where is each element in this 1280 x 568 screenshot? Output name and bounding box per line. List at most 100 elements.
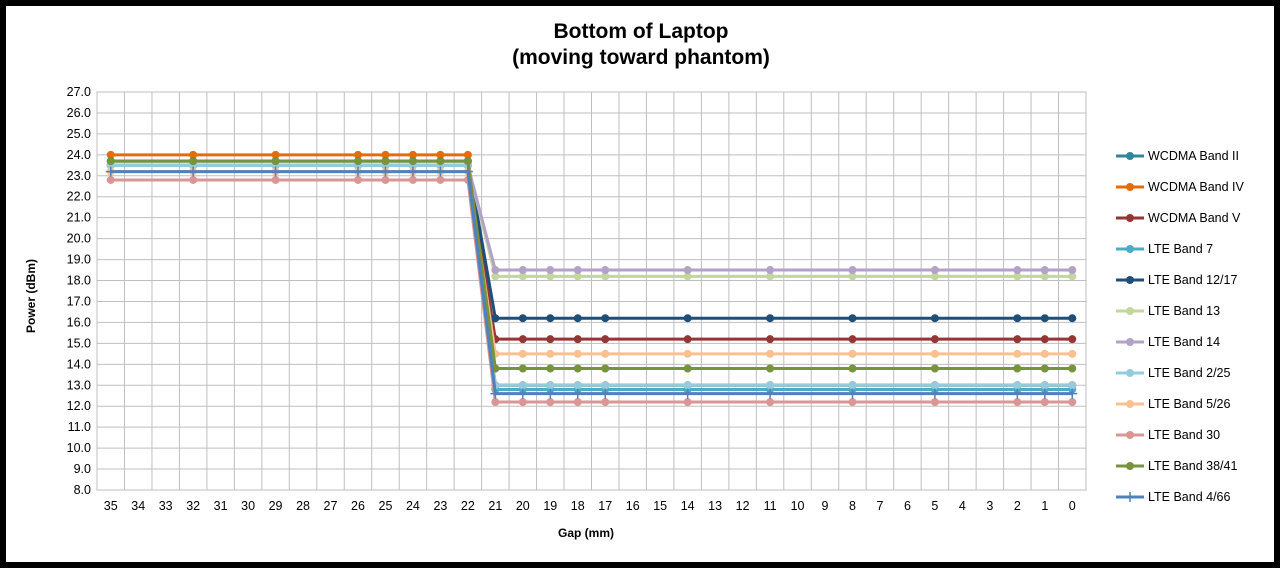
data-point xyxy=(929,388,940,399)
data-point xyxy=(930,349,939,358)
data-point xyxy=(1013,272,1022,281)
data-point xyxy=(573,314,582,323)
data-point xyxy=(106,175,115,184)
legend-label: LTE Band 13 xyxy=(1148,304,1220,318)
data-point xyxy=(106,150,115,159)
data-point xyxy=(573,364,582,373)
data-point xyxy=(572,388,583,399)
x-tick-label: 28 xyxy=(296,499,310,513)
data-point xyxy=(518,266,527,275)
data-point xyxy=(1013,314,1022,323)
data-point xyxy=(353,150,362,159)
legend-label: LTE Band 2/25 xyxy=(1148,366,1231,380)
data-point xyxy=(930,314,939,323)
series-line xyxy=(110,159,1073,371)
data-point xyxy=(1068,381,1077,390)
y-tick-label: 24.0 xyxy=(67,148,91,162)
y-axis-title: Power (dBm) xyxy=(24,259,38,333)
data-point xyxy=(1040,349,1049,358)
data-point xyxy=(1040,314,1049,323)
data-point xyxy=(1040,398,1049,407)
legend-marker xyxy=(1126,245,1134,253)
data-point xyxy=(546,398,555,407)
data-point xyxy=(1068,398,1077,407)
series-layer xyxy=(105,150,1078,407)
data-point xyxy=(573,349,582,358)
data-point xyxy=(518,272,527,281)
data-point xyxy=(189,157,198,166)
line-chart: Bottom of Laptop (moving toward phantom)… xyxy=(24,20,1245,540)
x-tick-label: 35 xyxy=(104,499,118,513)
data-point xyxy=(408,157,417,166)
data-point xyxy=(930,398,939,407)
data-point xyxy=(848,398,857,407)
data-point xyxy=(381,157,390,166)
data-point xyxy=(105,166,116,177)
data-point xyxy=(683,272,692,281)
data-point xyxy=(573,272,582,281)
data-point xyxy=(848,335,857,344)
data-point xyxy=(546,266,555,275)
data-point xyxy=(381,175,390,184)
legend-item: WCDMA Band IV xyxy=(1116,180,1245,194)
data-point xyxy=(271,150,280,159)
y-tick-label: 17.0 xyxy=(67,294,91,308)
data-point xyxy=(683,398,692,407)
data-point xyxy=(188,166,199,177)
data-point xyxy=(271,175,280,184)
data-point xyxy=(546,335,555,344)
legend-marker xyxy=(1126,431,1134,439)
y-axis-ticks: 8.0 9.0 10.0 11.0 12.0 13.0 14.0 15.0 16.0 17.0 18… xyxy=(67,85,91,497)
y-tick-label: 13.0 xyxy=(67,378,91,392)
data-point xyxy=(353,157,362,166)
x-tick-label: 8 xyxy=(849,499,856,513)
data-point xyxy=(1067,388,1078,399)
data-point xyxy=(491,314,500,323)
data-point xyxy=(847,388,858,399)
y-tick-label: 21.0 xyxy=(67,211,91,225)
data-point xyxy=(766,314,775,323)
legend-label: LTE Band 14 xyxy=(1148,335,1220,349)
y-tick-label: 25.0 xyxy=(67,127,91,141)
y-tick-label: 11.0 xyxy=(68,420,91,434)
data-point xyxy=(463,157,472,166)
x-tick-label: 22 xyxy=(461,499,475,513)
data-point xyxy=(436,175,445,184)
data-point xyxy=(766,364,775,373)
series-line xyxy=(110,163,1073,387)
x-tick-label: 10 xyxy=(791,499,805,513)
data-point xyxy=(1068,272,1077,281)
legend-marker xyxy=(1126,400,1134,408)
data-point xyxy=(573,335,582,344)
x-axis-title: Gap (mm) xyxy=(558,526,614,540)
legend-item: WCDMA Band V xyxy=(1116,211,1241,225)
y-tick-label: 22.0 xyxy=(67,190,91,204)
legend-marker xyxy=(1126,183,1134,191)
data-point xyxy=(1039,388,1050,399)
data-point xyxy=(435,166,446,177)
data-point xyxy=(518,335,527,344)
data-point xyxy=(766,272,775,281)
x-tick-label: 3 xyxy=(986,499,993,513)
data-point xyxy=(189,175,198,184)
legend-marker xyxy=(1126,462,1134,470)
data-point xyxy=(930,381,939,390)
legend-item: LTE Band 13 xyxy=(1116,304,1220,318)
chart-subtitle: (moving toward phantom) xyxy=(512,46,770,69)
legend-item: LTE Band 38/41 xyxy=(1116,459,1237,473)
data-point xyxy=(408,175,417,184)
data-point xyxy=(848,364,857,373)
data-point xyxy=(491,266,500,275)
data-point xyxy=(1040,381,1049,390)
legend-label: LTE Band 4/66 xyxy=(1148,490,1231,504)
data-point xyxy=(601,314,610,323)
data-point xyxy=(271,157,280,166)
data-point xyxy=(1040,266,1049,275)
legend-label: LTE Band 5/26 xyxy=(1148,397,1231,411)
legend-label: LTE Band 30 xyxy=(1148,428,1220,442)
x-tick-label: 1 xyxy=(1041,499,1048,513)
data-point xyxy=(1013,335,1022,344)
data-point xyxy=(766,381,775,390)
x-tick-label: 9 xyxy=(822,499,829,513)
legend-label: WCDMA Band IV xyxy=(1148,180,1245,194)
